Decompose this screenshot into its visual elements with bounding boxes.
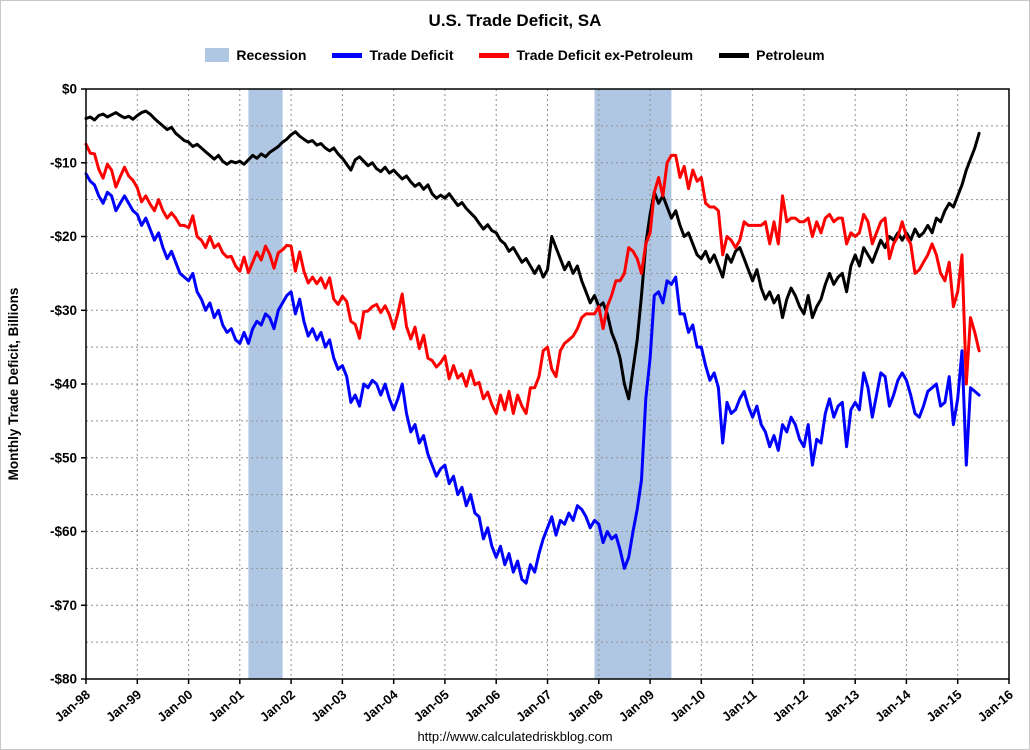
svg-text:Jan-08: Jan-08 <box>565 687 606 725</box>
svg-text:-$60: -$60 <box>50 524 77 539</box>
svg-text:Jan-06: Jan-06 <box>462 687 503 725</box>
gridlines <box>86 89 1009 679</box>
svg-text:-$20: -$20 <box>50 229 77 244</box>
svg-text:Jan-98: Jan-98 <box>52 687 93 725</box>
axis-ticks <box>81 88 1010 684</box>
chart-legend: Recession Trade Deficit Trade Deficit ex-P… <box>1 47 1029 63</box>
svg-text:Jan-04: Jan-04 <box>359 686 401 724</box>
svg-text:Jan-07: Jan-07 <box>513 687 554 725</box>
legend-swatch-recession <box>205 48 230 62</box>
series-line-trade-deficit <box>84 172 981 585</box>
svg-text:Jan-09: Jan-09 <box>616 687 657 725</box>
series-lines <box>84 109 981 585</box>
svg-text:-$70: -$70 <box>50 598 77 613</box>
y-axis-labels: $0 -$10 -$20 -$30 -$40 -$50 -$60 -$70 -$80 <box>50 82 77 687</box>
legend-label: Recession <box>236 47 307 63</box>
series-line-petroleum <box>84 109 981 401</box>
svg-text:Jan-00: Jan-00 <box>154 687 195 725</box>
legend-item-trade-deficit: Trade Deficit <box>332 47 453 63</box>
legend-item-petroleum: Petroleum <box>719 47 825 63</box>
svg-text:-$40: -$40 <box>50 377 77 392</box>
series-line-trade-deficit-ex-petroleum <box>84 142 981 415</box>
legend-item-trade-deficit-ex-petroleum: Trade Deficit ex-Petroleum <box>479 47 693 63</box>
svg-text:Jan-14: Jan-14 <box>872 686 914 724</box>
svg-text:Jan-99: Jan-99 <box>103 687 144 725</box>
svg-text:Jan-02: Jan-02 <box>257 687 298 725</box>
legend-swatch-trade-deficit <box>332 52 363 58</box>
svg-text:Jan-10: Jan-10 <box>667 687 708 725</box>
svg-text:$0: $0 <box>62 82 77 97</box>
legend-swatch-trade-deficit-ex-petroleum <box>479 52 510 58</box>
legend-item-recession: Recession <box>205 47 306 63</box>
svg-text:-$50: -$50 <box>50 450 77 465</box>
y-axis-title: Monthly Trade Deficit, Billions <box>6 288 21 481</box>
x-axis-labels: Jan-98 Jan-99 Jan-00 Jan-01 Jan-02 Jan-03 Jan-… <box>52 686 1016 724</box>
svg-text:Jan-12: Jan-12 <box>770 687 811 725</box>
svg-text:Jan-11: Jan-11 <box>719 687 760 725</box>
svg-text:-$30: -$30 <box>50 303 77 318</box>
svg-text:Jan-13: Jan-13 <box>821 687 862 725</box>
legend-label: Trade Deficit <box>369 47 454 63</box>
footer-url: http://www.calculatedriskblog.com <box>417 729 613 744</box>
svg-text:-$10: -$10 <box>50 155 77 170</box>
svg-text:Jan-15: Jan-15 <box>923 687 964 725</box>
legend-swatch-petroleum <box>719 52 750 58</box>
legend-label: Trade Deficit ex-Petroleum <box>516 47 694 63</box>
legend-label: Petroleum <box>756 47 825 63</box>
chart-title: U.S. Trade Deficit, SA <box>428 11 602 30</box>
svg-text:Jan-03: Jan-03 <box>308 687 349 725</box>
svg-text:-$80: -$80 <box>50 672 77 687</box>
svg-text:Jan-05: Jan-05 <box>411 687 452 725</box>
svg-text:Jan-01: Jan-01 <box>206 687 247 725</box>
svg-text:Jan-16: Jan-16 <box>975 687 1016 725</box>
